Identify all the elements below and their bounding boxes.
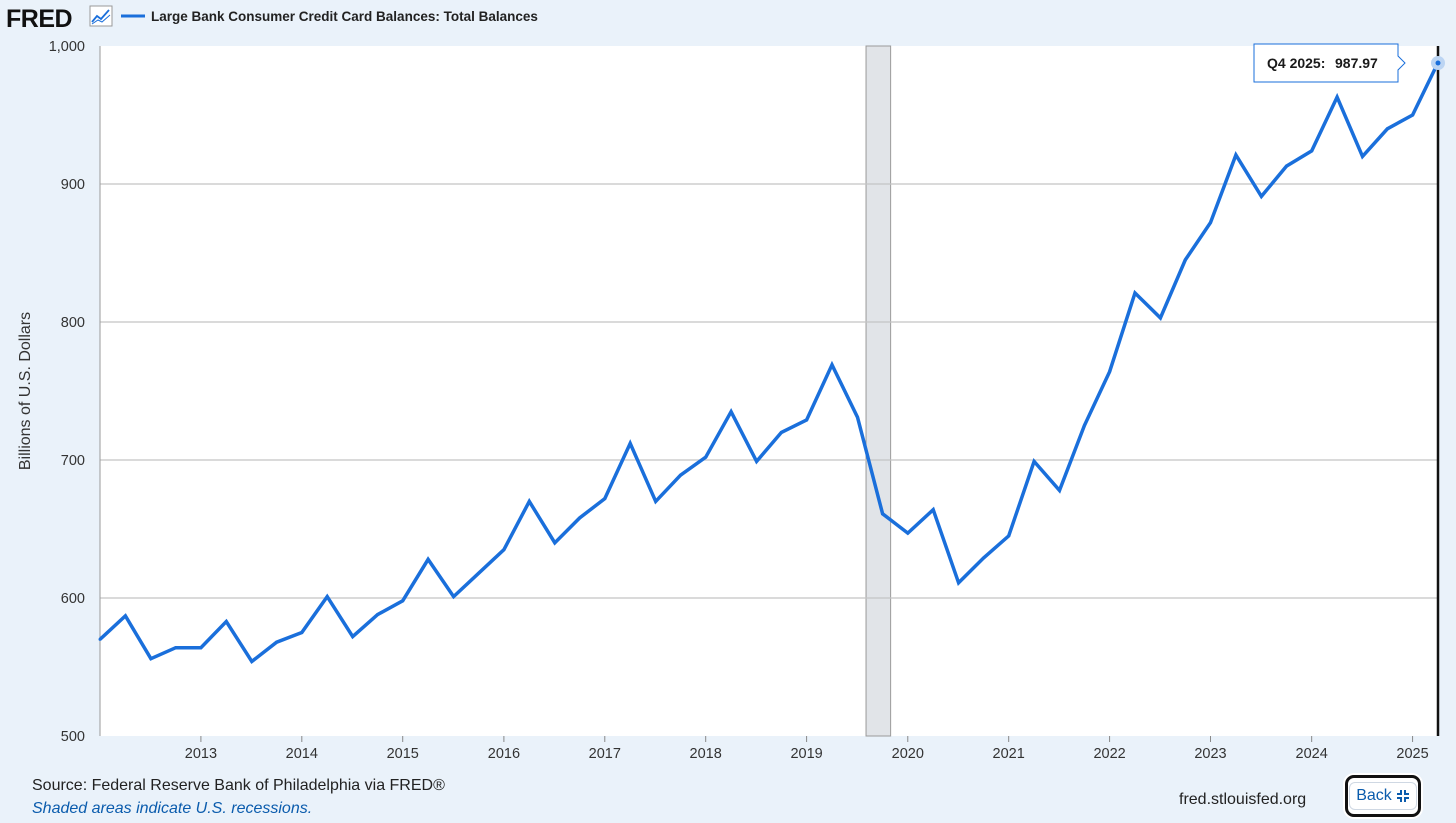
hover-marker-dot (1435, 60, 1441, 66)
data-point[interactable] (729, 410, 733, 414)
line-chart-icon (89, 5, 113, 27)
x-tick-label: 2014 (286, 746, 318, 762)
data-point[interactable] (704, 455, 708, 459)
data-point[interactable] (931, 508, 935, 512)
data-point[interactable] (527, 499, 531, 503)
x-tick-label: 2013 (185, 746, 217, 762)
data-point[interactable] (603, 497, 607, 501)
y-axis-ticks: 500 600 700 800 900 1,000 (49, 39, 85, 745)
data-point[interactable] (426, 557, 430, 561)
data-point[interactable] (224, 619, 228, 623)
data-point[interactable] (830, 363, 834, 367)
data-point[interactable] (679, 473, 683, 477)
grid-lines (100, 183, 1438, 599)
data-point[interactable] (654, 499, 658, 503)
data-point[interactable] (477, 571, 481, 575)
data-point[interactable] (452, 595, 456, 599)
data-point[interactable] (906, 531, 910, 535)
data-point[interactable] (351, 635, 355, 639)
data-point[interactable] (502, 548, 506, 552)
data-point[interactable] (553, 541, 557, 545)
data-point[interactable] (957, 581, 961, 585)
x-tick-label: 2023 (1194, 746, 1226, 762)
data-point[interactable] (1234, 153, 1238, 157)
data-point[interactable] (1058, 488, 1062, 492)
recession-shade (865, 45, 892, 737)
data-point[interactable] (1361, 154, 1365, 158)
plot-area (100, 46, 1439, 736)
recession-note: Shaded areas indicate U.S. recessions. (32, 800, 313, 817)
data-point[interactable] (149, 657, 153, 661)
data-points (98, 61, 1440, 663)
data-point[interactable] (174, 646, 178, 650)
data-point[interactable] (982, 556, 986, 560)
y-tick-label: 1,000 (49, 39, 85, 55)
x-tick-label: 2020 (892, 746, 924, 762)
data-point[interactable] (275, 640, 279, 644)
data-point[interactable] (779, 430, 783, 434)
x-tick-label: 2015 (387, 746, 419, 762)
data-point[interactable] (628, 441, 632, 445)
data-point[interactable] (1208, 221, 1212, 225)
x-tick-label: 2017 (589, 746, 621, 762)
data-point[interactable] (1335, 95, 1339, 99)
data-point[interactable] (1007, 534, 1011, 538)
data-point[interactable] (1158, 316, 1162, 320)
data-point[interactable] (199, 646, 203, 650)
y-tick-label: 600 (61, 591, 85, 607)
back-button[interactable]: Back (1345, 775, 1421, 817)
y-tick-label: 700 (61, 453, 85, 469)
x-axis-ticks: 2013 2014 2015 2016 2017 2018 2019 2020 2021 2022… (185, 736, 1429, 762)
site-link[interactable]: fred.stlouisfed.org (1179, 791, 1307, 808)
x-tick-label: 2018 (690, 746, 722, 762)
data-point[interactable] (881, 512, 885, 516)
fred-logo[interactable]: FRED (6, 5, 73, 33)
data-point[interactable] (376, 613, 380, 617)
data-point[interactable] (578, 516, 582, 520)
y-tick-label: 500 (61, 729, 85, 745)
x-tick-label: 2016 (488, 746, 520, 762)
series-title: Large Bank Consumer Credit Card Balances… (151, 9, 538, 24)
data-point[interactable] (1385, 127, 1389, 131)
data-point[interactable] (1310, 149, 1314, 153)
y-tick-label: 900 (61, 177, 85, 193)
data-point[interactable] (1411, 113, 1415, 117)
data-point[interactable] (855, 415, 859, 419)
tooltip-period: Q4 2025: (1267, 55, 1325, 71)
data-point[interactable] (1108, 370, 1112, 374)
x-tick-label: 2021 (993, 746, 1025, 762)
data-point[interactable] (1082, 424, 1086, 427)
data-point[interactable] (1285, 164, 1289, 168)
tooltip: Q4 2025: 987.97 (1253, 43, 1406, 83)
series-line[interactable] (98, 61, 1440, 665)
x-tick-label: 2022 (1093, 746, 1125, 762)
x-tick-label: 2025 (1396, 746, 1428, 762)
data-point[interactable] (325, 595, 329, 599)
y-tick-label: 800 (61, 315, 85, 331)
data-point[interactable] (98, 637, 102, 641)
data-point[interactable] (805, 418, 809, 422)
data-point[interactable] (755, 459, 759, 463)
data-point[interactable] (250, 659, 254, 663)
tooltip-value: 987.97 (1335, 55, 1378, 71)
data-point[interactable] (401, 599, 405, 603)
data-point[interactable] (1032, 459, 1036, 463)
data-point[interactable] (1183, 258, 1187, 262)
back-label: Back (1356, 787, 1392, 804)
x-tick-label: 2024 (1296, 746, 1328, 762)
data-point[interactable] (1133, 291, 1137, 295)
compress-icon (1396, 790, 1409, 802)
y-axis-label: Billions of U.S. Dollars (17, 312, 34, 470)
x-tick-label: 2019 (790, 746, 822, 762)
source-note: Source: Federal Reserve Bank of Philadel… (32, 777, 445, 794)
data-point[interactable] (300, 631, 304, 634)
data-point[interactable] (123, 614, 127, 618)
data-point[interactable] (1259, 194, 1263, 198)
